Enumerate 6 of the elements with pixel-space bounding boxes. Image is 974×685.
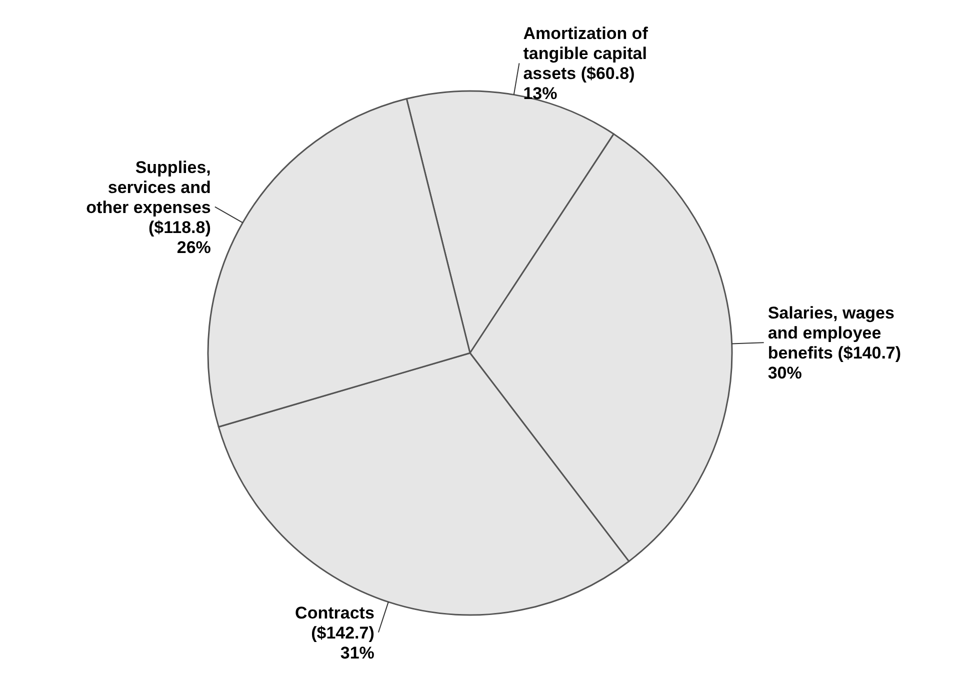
slice-label: Contracts bbox=[295, 603, 374, 622]
slice-label: Amortization of tangible capital assets ($60.8) 13% bbox=[523, 24, 648, 104]
data-label: ($142.7) 31% bbox=[311, 623, 374, 662]
slice-label: Supplies, services and other expenses bbox=[86, 158, 211, 217]
slice-label: Salaries, wages and employee benefits ($140.7) 30% bbox=[768, 304, 902, 383]
data-label: ($118.8) 26% bbox=[148, 218, 211, 257]
